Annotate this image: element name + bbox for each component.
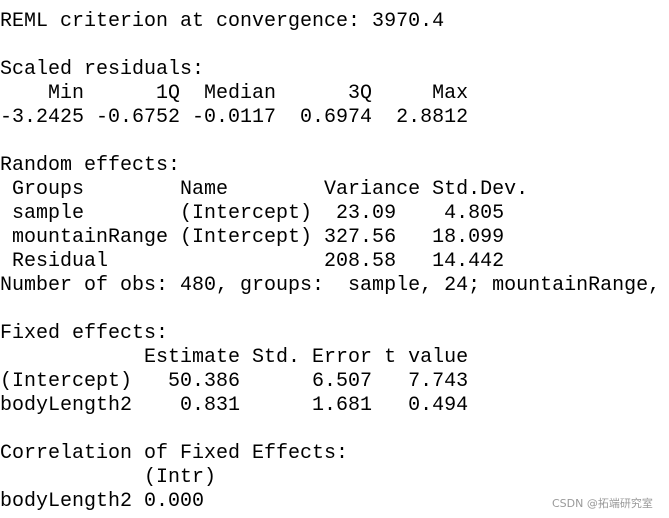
output-line: bodyLength2 0.831 1.681 0.494	[0, 394, 469, 417]
output-section: Correlation of Fixed Effects: (Intr) body…	[0, 442, 660, 514]
output-line: sample (Intercept) 23.09 4.805	[0, 202, 505, 225]
output-line: bodyLength2 0.000	[0, 490, 205, 513]
output-line: Correlation of Fixed Effects:	[0, 442, 349, 465]
output-line: -3.2425 -0.6752 -0.0117 0.6974 2.8812	[0, 106, 469, 129]
output-line: Fixed effects:	[0, 322, 169, 345]
output-section: Random effects: Groups Name Variance Std…	[0, 154, 660, 298]
output-line: Groups Name Variance Std.Dev.	[0, 178, 529, 201]
output-line: mountainRange (Intercept) 327.56 18.099	[0, 226, 505, 249]
watermark: CSDN @拓端研究室	[552, 497, 653, 510]
output-section: Scaled residuals: Min 1Q Median 3Q Max -3…	[0, 58, 660, 130]
console-output: REML criterion at convergence: 3970.4 Sca…	[0, 10, 660, 518]
output-line: Number of obs: 480, groups: sample, 24; …	[0, 274, 661, 297]
output-line: REML criterion at convergence: 3970.4	[0, 10, 445, 33]
output-line: Min 1Q Median 3Q Max	[0, 82, 469, 105]
output-line: Estimate Std. Error t value	[0, 346, 469, 369]
output-line: (Intr)	[0, 466, 217, 489]
output-line: Random effects:	[0, 154, 181, 177]
output-section: Fixed effects: Estimate Std. Error t val…	[0, 322, 660, 418]
output-line: Residual 208.58 14.442	[0, 250, 505, 273]
output-section: REML criterion at convergence: 3970.4	[0, 10, 660, 34]
output-line: Scaled residuals:	[0, 58, 205, 81]
output-line: (Intercept) 50.386 6.507 7.743	[0, 370, 469, 393]
